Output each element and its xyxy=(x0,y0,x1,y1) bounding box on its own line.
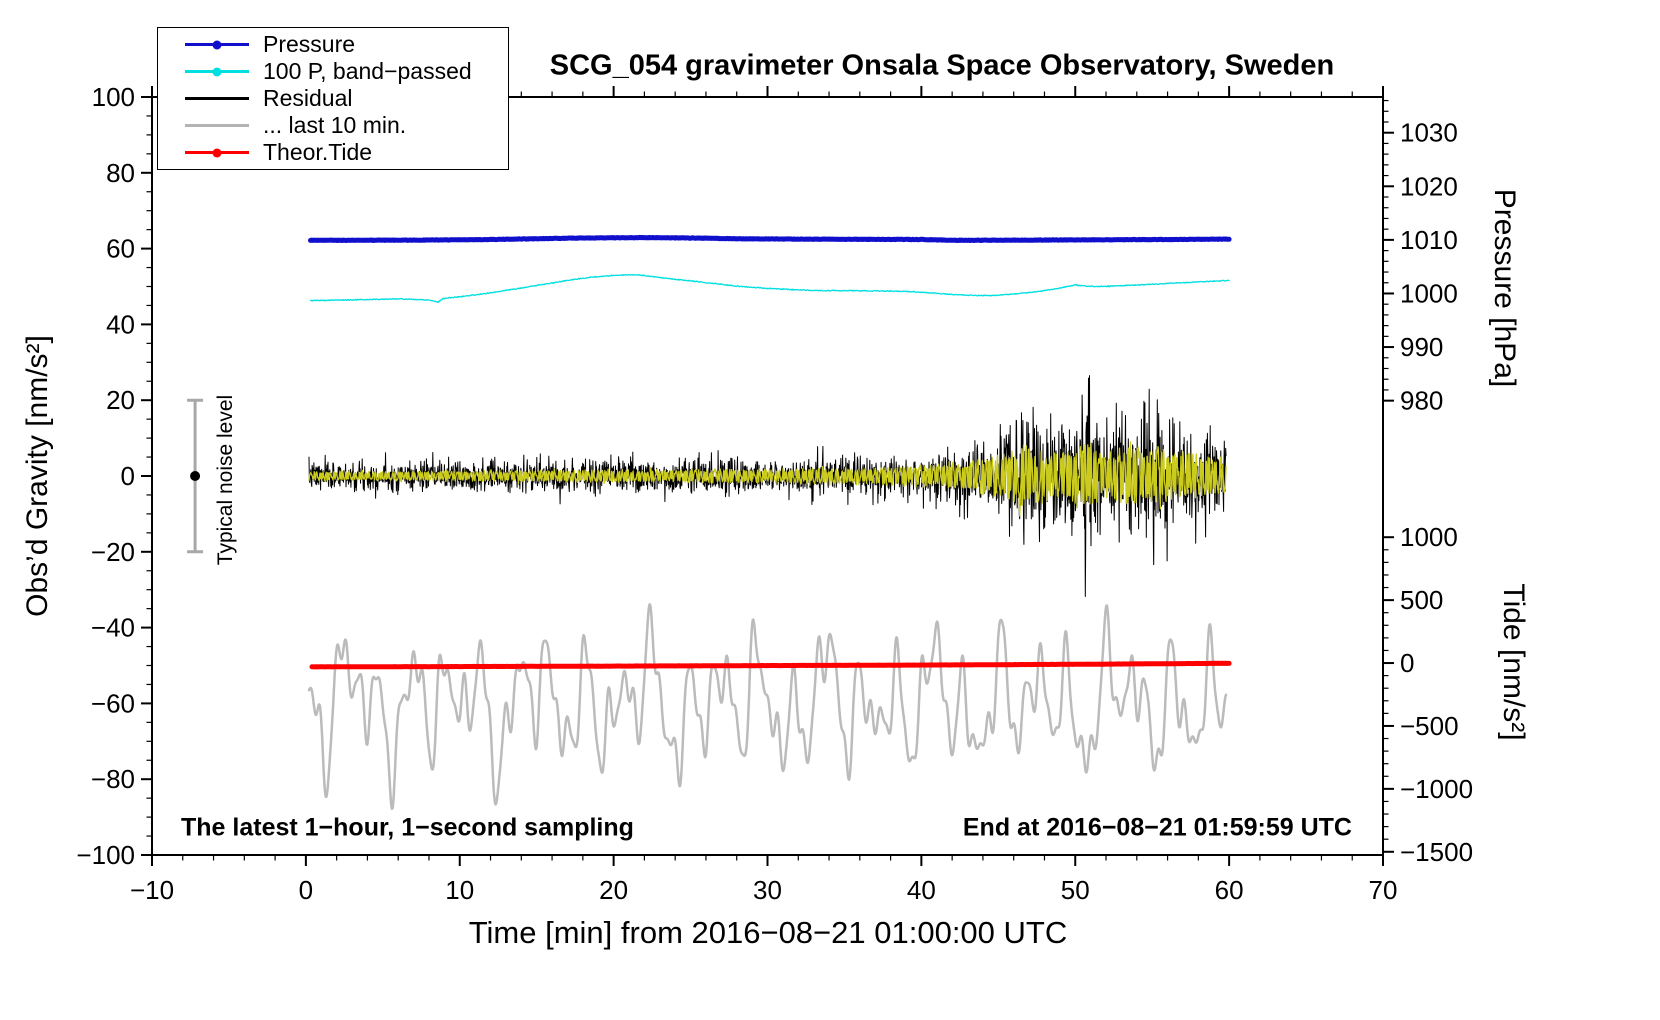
legend-sample-band-passed xyxy=(185,67,249,76)
svg-text:−10: −10 xyxy=(130,875,174,905)
y-axis-label-pressure: Pressure [hPa] xyxy=(1488,188,1521,388)
noise-level-label: Typical noise level xyxy=(214,394,237,566)
svg-text:40: 40 xyxy=(907,875,936,905)
svg-text:−60: −60 xyxy=(91,688,135,718)
legend-item-last-10-min: ... last 10 min. xyxy=(158,112,508,139)
svg-text:500: 500 xyxy=(1400,585,1443,615)
svg-text:−100: −100 xyxy=(76,840,135,870)
svg-text:−500: −500 xyxy=(1400,711,1459,741)
noise-level-dot xyxy=(190,471,201,481)
svg-text:1030: 1030 xyxy=(1400,118,1458,148)
legend-dot-theor-tide xyxy=(212,148,222,157)
svg-text:0: 0 xyxy=(121,461,135,491)
axis-tick-labels: −10 0 10 20 30 40 50 60 70−100−80−60−40−20020406… xyxy=(76,82,1473,905)
svg-text:10: 10 xyxy=(445,875,474,905)
legend-item-band-passed: 100 P, band−passed xyxy=(158,58,508,85)
end-time-annotation: End at 2016−08−21 01:59:59 UTC xyxy=(962,813,1352,842)
legend-label-theor-tide: Theor.Tide xyxy=(263,139,373,165)
series-pressure xyxy=(308,234,1232,243)
plot-frame xyxy=(151,96,1384,856)
series-residual-band-passed xyxy=(308,441,1227,517)
svg-text:1020: 1020 xyxy=(1400,171,1458,201)
legend-sample-theor-tide xyxy=(185,148,249,157)
legend-item-pressure: Pressure xyxy=(158,31,508,58)
y-axis-label-gravity: Obs’d Gravity [nm/s²] xyxy=(21,335,54,617)
svg-text:0: 0 xyxy=(1400,648,1414,678)
svg-text:20: 20 xyxy=(106,385,135,415)
legend-label-band-passed: 100 P, band−passed xyxy=(263,58,472,84)
series-theor-tide xyxy=(309,660,1232,670)
svg-text:1000: 1000 xyxy=(1400,278,1458,308)
svg-text:1010: 1010 xyxy=(1400,225,1458,255)
legend-label-pressure: Pressure xyxy=(263,31,356,57)
legend-label-last-10-min: ... last 10 min. xyxy=(263,112,407,138)
chart-title: SCG_054 gravimeter Onsala Space Observat… xyxy=(549,49,1335,82)
svg-text:60: 60 xyxy=(1215,875,1244,905)
legend: Pressure 100 P, band−passed Residual ...… xyxy=(157,27,509,170)
series xyxy=(307,234,1232,811)
series-residual-last-10-min xyxy=(307,603,1228,811)
svg-text:0: 0 xyxy=(299,875,313,905)
legend-label-residual: Residual xyxy=(263,85,353,111)
svg-text:−20: −20 xyxy=(91,537,135,567)
svg-text:30: 30 xyxy=(753,875,782,905)
legend-sample-residual xyxy=(185,97,249,100)
svg-text:80: 80 xyxy=(106,158,135,188)
x-axis-label: Time [min] from 2016−08−21 01:00:00 UTC xyxy=(468,915,1068,950)
legend-dot-pressure xyxy=(212,40,222,49)
legend-sample-last-10-min xyxy=(185,124,249,127)
svg-text:990: 990 xyxy=(1400,332,1443,362)
y-axis-label-tide: Tide [nm/s²] xyxy=(1497,583,1530,741)
svg-text:20: 20 xyxy=(599,875,628,905)
legend-item-theor-tide: Theor.Tide xyxy=(158,139,508,166)
svg-text:−40: −40 xyxy=(91,613,135,643)
legend-dot-band-passed xyxy=(212,67,222,76)
svg-text:−1000: −1000 xyxy=(1400,774,1473,804)
svg-text:70: 70 xyxy=(1369,875,1398,905)
svg-text:100: 100 xyxy=(92,82,135,112)
svg-text:60: 60 xyxy=(106,234,135,264)
legend-item-residual: Residual xyxy=(158,85,508,112)
svg-text:1000: 1000 xyxy=(1400,522,1458,552)
svg-text:−80: −80 xyxy=(91,764,135,794)
svg-text:50: 50 xyxy=(1061,875,1090,905)
noise-level-bar xyxy=(187,398,204,554)
sampling-annotation: The latest 1−hour, 1−second sampling xyxy=(181,813,634,842)
series-pressure-band-passed xyxy=(309,273,1230,303)
svg-text:−1500: −1500 xyxy=(1400,837,1473,867)
svg-text:980: 980 xyxy=(1400,386,1443,416)
legend-sample-pressure xyxy=(185,40,249,49)
svg-text:40: 40 xyxy=(106,309,135,339)
